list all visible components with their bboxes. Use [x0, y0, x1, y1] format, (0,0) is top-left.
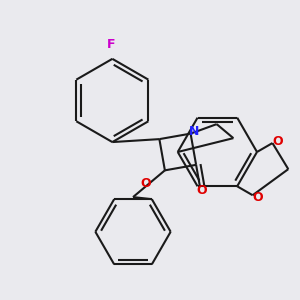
Text: O: O: [140, 177, 151, 190]
Text: O: O: [196, 184, 207, 197]
Text: O: O: [272, 135, 283, 148]
Text: N: N: [189, 125, 200, 138]
Text: O: O: [252, 191, 263, 204]
Text: F: F: [107, 38, 116, 51]
